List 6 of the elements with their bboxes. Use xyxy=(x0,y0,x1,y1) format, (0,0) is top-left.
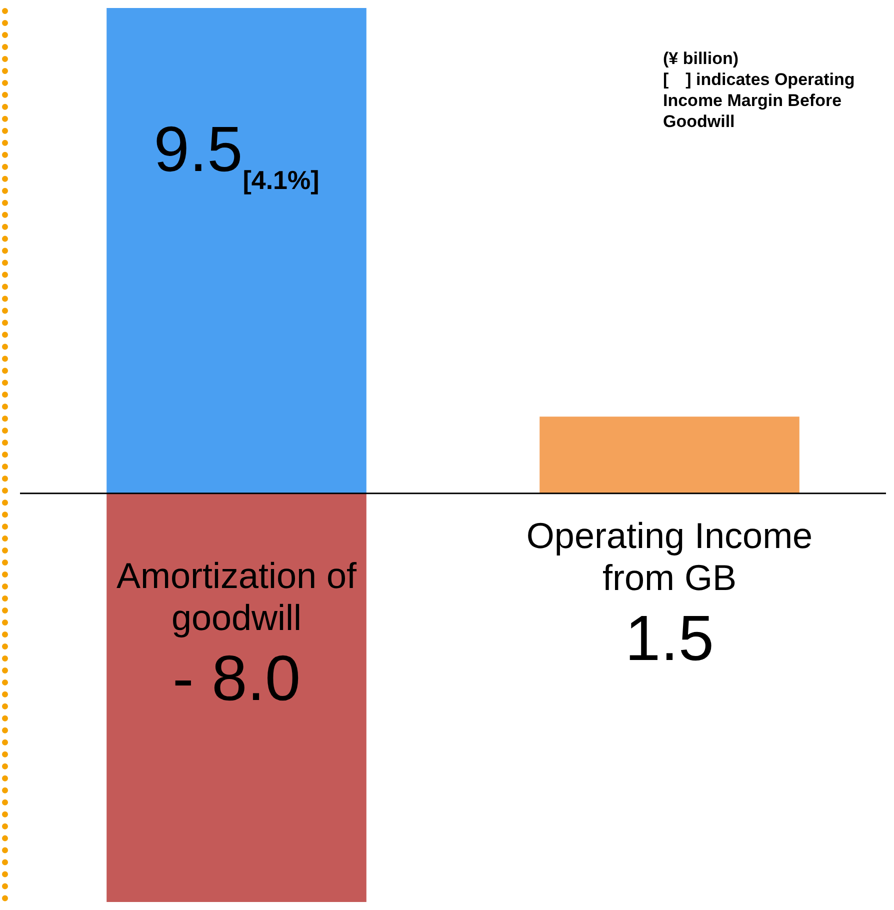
series-label: Operating Income from GB xyxy=(526,515,813,598)
data-label: 1.5 xyxy=(625,602,714,674)
data-label: - 8.0 xyxy=(172,642,301,714)
series-label: Amortization of goodwill xyxy=(116,555,358,638)
annotation: (¥ billion) xyxy=(663,48,740,69)
annotation: [ ] indicates Operating Income Margin Before Goodwill xyxy=(663,69,856,132)
